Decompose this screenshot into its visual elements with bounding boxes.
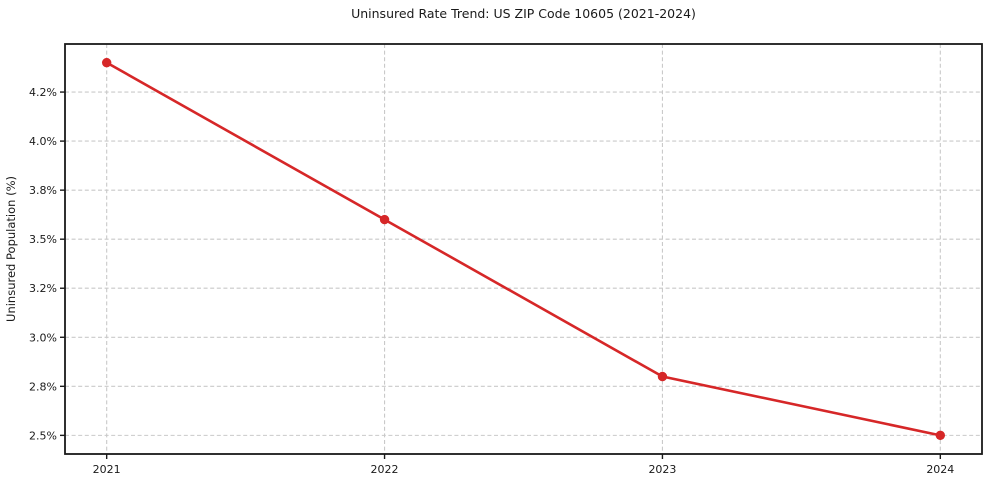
y-tick-label: 2.5%: [29, 429, 57, 442]
y-tick-label: 3.8%: [29, 184, 57, 197]
data-point-marker: [935, 430, 946, 441]
data-point-marker: [101, 57, 112, 68]
data-point-marker: [379, 214, 390, 225]
data-point-marker: [657, 371, 668, 382]
x-tick-label: 2021: [93, 463, 121, 476]
y-tick-label: 3.0%: [29, 331, 57, 344]
y-tick-label: 3.5%: [29, 233, 57, 246]
trend-line: [105, 61, 942, 437]
chart-title: Uninsured Rate Trend: US ZIP Code 10605 …: [351, 6, 696, 21]
x-tick-label: 2022: [371, 463, 399, 476]
x-tick-label: 2023: [648, 463, 676, 476]
y-tick-label: 4.2%: [29, 86, 57, 99]
plot-area: 2.5% 2.8% 3.0% 3.2% 3.5% 3.8% 4.0% 4.2% 2021 2022…: [29, 43, 983, 476]
y-tick-label: 4.0%: [29, 135, 57, 148]
y-axis-label: Uninsured Population (%): [4, 176, 18, 322]
x-tick-label: 2024: [926, 463, 954, 476]
y-tick-label: 3.2%: [29, 282, 57, 295]
y-tick-label: 2.8%: [29, 380, 57, 393]
plot-border: [64, 43, 983, 455]
